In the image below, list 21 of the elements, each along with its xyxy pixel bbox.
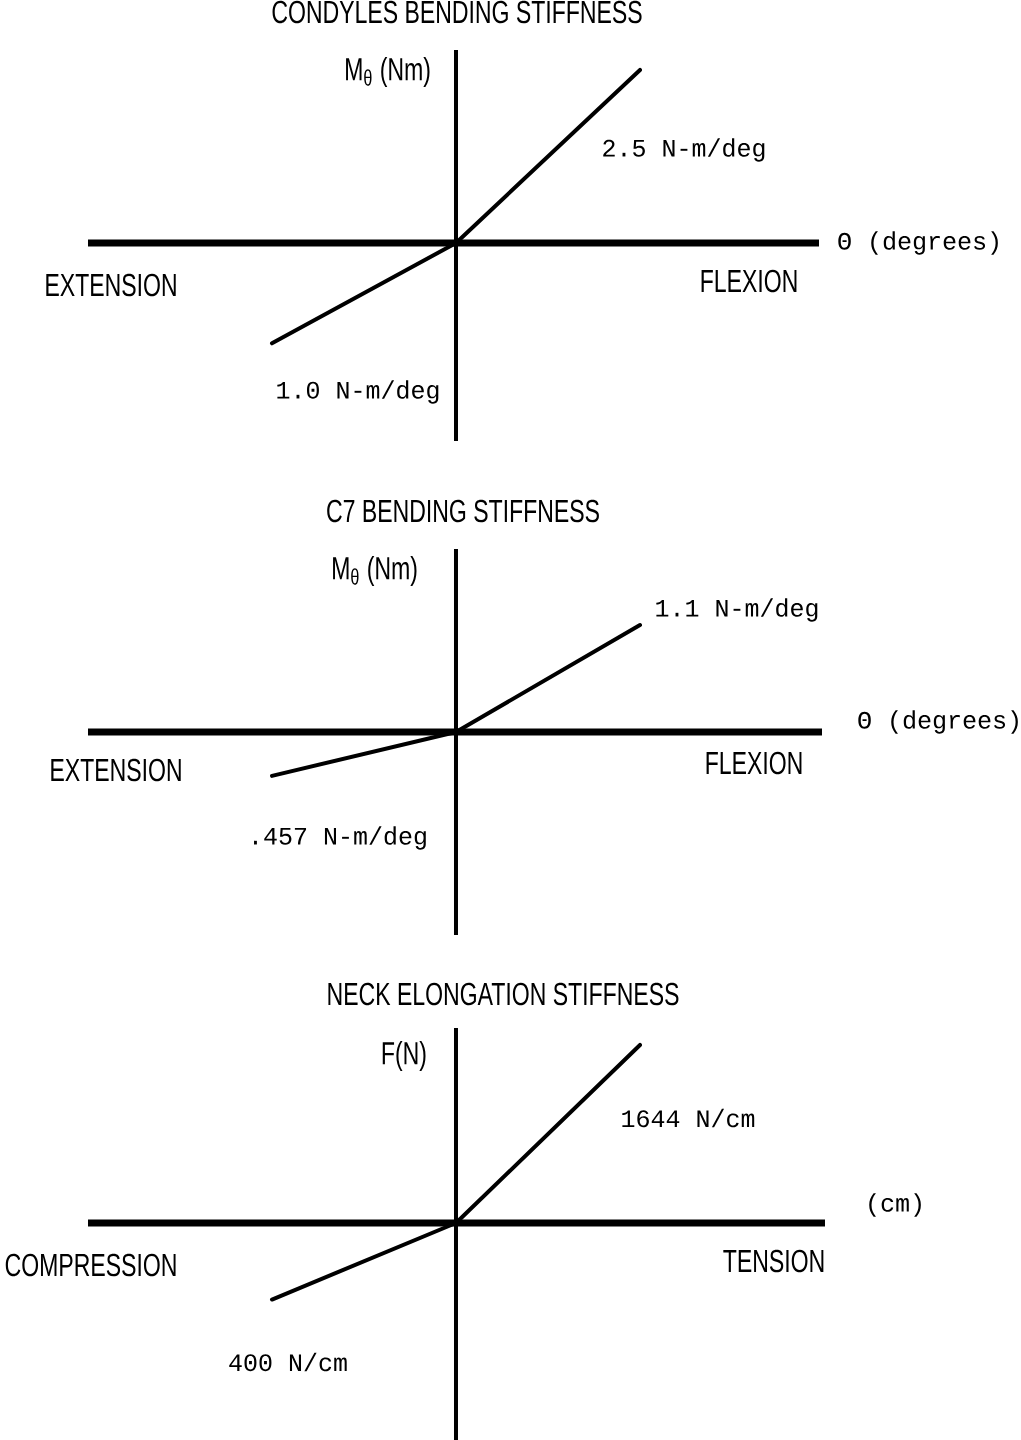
annotation: FLEXION [706, 751, 802, 775]
x-axis-title: Θ (degrees) [858, 710, 1018, 734]
chart-title: NECK ELONGATION STIFFNESS [328, 982, 679, 1006]
x-axis-title: (cm) [869, 1193, 921, 1217]
annotation: TENSION [723, 1249, 824, 1273]
annotation: EXTENSION [46, 273, 176, 297]
x-axis-title: Θ (degrees) [838, 231, 998, 255]
text: .457 N-m/deg [254, 826, 426, 850]
text: 400 N/cm [229, 1352, 347, 1372]
text: 1.1 N-m/deg [656, 598, 818, 622]
annotation: FLEXION [701, 269, 797, 293]
y-axis-title: M$_{θ}$ (Nm) [333, 556, 417, 586]
y-axis-title: M$_{θ}$ (Nm) [346, 57, 430, 87]
chart-title: CONDYLES BENDING STIFFNESS [272, 0, 642, 24]
annotation: 1644 N/cm [622, 1108, 755, 1128]
annotation: 2.5 N-m/deg [603, 138, 765, 162]
text: 1.0 N-m/deg [277, 380, 439, 404]
annotation: COMPRESSION [5, 1253, 176, 1277]
y-axis-title: F(N) [382, 1041, 426, 1071]
annotation: EXTENSION [51, 758, 181, 782]
chart-title: C7 BENDING STIFFNESS [327, 499, 599, 523]
